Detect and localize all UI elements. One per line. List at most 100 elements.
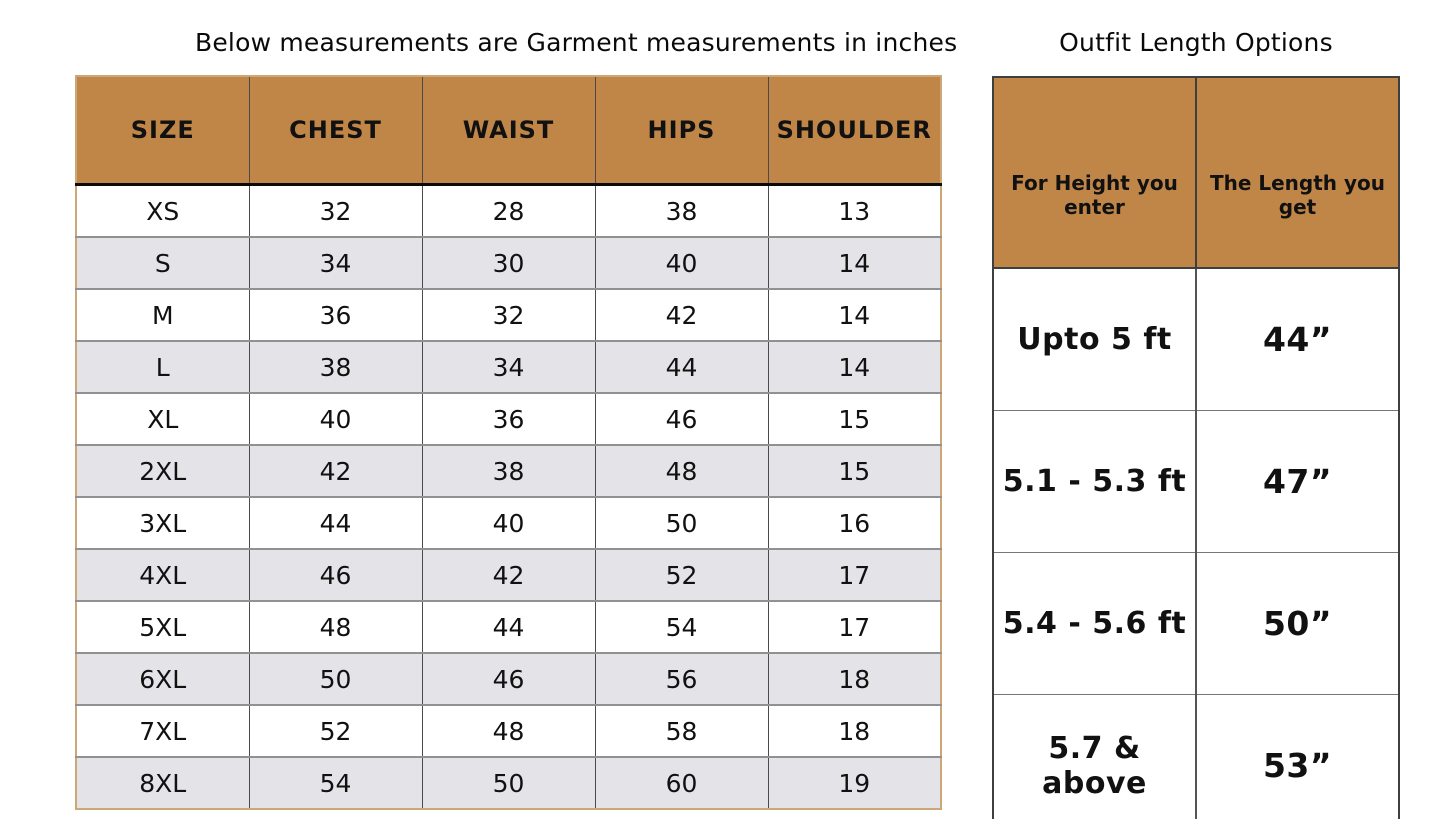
table-cell: 17	[767, 600, 941, 653]
table-cell: 34	[421, 340, 595, 393]
table-cell: 38	[421, 444, 595, 497]
table-cell: 44	[248, 496, 422, 549]
table-cell: 50”	[1195, 552, 1399, 695]
table-row: 4XL 46 42 52 17	[76, 548, 941, 601]
table-row: 7XL 52 48 58 18	[76, 704, 941, 757]
table-cell: 16	[767, 496, 941, 549]
table-row: 5.7 & above 53”	[993, 694, 1399, 819]
table-cell: S	[76, 236, 249, 289]
table-cell: XL	[76, 392, 249, 445]
table-cell: 44	[421, 600, 595, 653]
table-cell: 54	[248, 756, 422, 809]
table-cell: 36	[248, 288, 422, 341]
table-cell: 38	[594, 183, 768, 237]
table-row: M 36 32 42 14	[76, 288, 941, 341]
table-cell: 38	[248, 340, 422, 393]
table-cell: 40	[248, 392, 422, 445]
table-cell: 44”	[1195, 267, 1399, 411]
table-row: 5XL 48 44 54 17	[76, 600, 941, 653]
table-row: 5.4 - 5.6 ft 50”	[993, 552, 1399, 695]
table-cell: 5.4 - 5.6 ft	[993, 552, 1196, 695]
table-cell: 34	[248, 236, 422, 289]
table-cell: 2XL	[76, 444, 249, 497]
table-cell: 58	[594, 704, 768, 757]
table-row: 6XL 50 46 56 18	[76, 652, 941, 705]
table-row: S 34 30 40 14	[76, 236, 941, 289]
column-header-height: For Height you enter	[993, 77, 1196, 269]
garment-table-header: SIZE CHEST WAIST HIPS SHOULDER	[76, 76, 941, 186]
table-cell: 40	[594, 236, 768, 289]
table-cell: 42	[594, 288, 768, 341]
column-header-size: SIZE	[76, 76, 249, 186]
table-cell: 47”	[1195, 410, 1399, 553]
table-cell: 14	[767, 340, 941, 393]
outfit-length-table-title: Outfit Length Options	[1059, 28, 1333, 57]
table-cell: 60	[594, 756, 768, 809]
column-header-hips: HIPS	[594, 76, 768, 186]
header-row: For Height you enter The Length you get	[993, 77, 1399, 269]
garment-table-title: Below measurements are Garment measureme…	[195, 28, 958, 57]
table-cell: 18	[767, 652, 941, 705]
table-cell: 52	[248, 704, 422, 757]
table-cell: 32	[248, 183, 422, 237]
table-cell: 5.1 - 5.3 ft	[993, 410, 1196, 553]
table-cell: 44	[594, 340, 768, 393]
table-cell: L	[76, 340, 249, 393]
table-row: L 38 34 44 14	[76, 340, 941, 393]
table-cell: 32	[421, 288, 595, 341]
table-cell: 28	[421, 183, 595, 237]
outfit-table-body: Upto 5 ft 44” 5.1 - 5.3 ft 47” 5.4 - 5.6 ft 5…	[993, 267, 1399, 819]
outfit-table-header: For Height you enter The Length you get	[993, 77, 1399, 269]
table-cell: XS	[76, 183, 249, 237]
table-cell: 48	[594, 444, 768, 497]
table-cell: 17	[767, 548, 941, 601]
table-cell: 14	[767, 236, 941, 289]
column-header-length: The Length you get	[1195, 77, 1399, 269]
table-cell: M	[76, 288, 249, 341]
table-row: Upto 5 ft 44”	[993, 267, 1399, 411]
table-cell: 42	[248, 444, 422, 497]
table-cell: 8XL	[76, 756, 249, 809]
table-cell: 40	[421, 496, 595, 549]
table-cell: 15	[767, 444, 941, 497]
table-row: 5.1 - 5.3 ft 47”	[993, 410, 1399, 553]
table-row: 2XL 42 38 48 15	[76, 444, 941, 497]
table-cell: 7XL	[76, 704, 249, 757]
header-row: SIZE CHEST WAIST HIPS SHOULDER	[76, 76, 941, 186]
table-cell: 56	[594, 652, 768, 705]
table-cell: 46	[421, 652, 595, 705]
table-cell: 36	[421, 392, 595, 445]
table-cell: 46	[248, 548, 422, 601]
table-cell: 18	[767, 704, 941, 757]
table-cell: 54	[594, 600, 768, 653]
outfit-length-table: For Height you enter The Length you get …	[992, 76, 1400, 819]
table-cell: 50	[594, 496, 768, 549]
table-cell: 50	[421, 756, 595, 809]
table-cell: 5.7 & above	[993, 694, 1196, 819]
table-row: 8XL 54 50 60 19	[76, 756, 941, 809]
column-header-chest: CHEST	[248, 76, 422, 186]
table-cell: 6XL	[76, 652, 249, 705]
table-cell: 52	[594, 548, 768, 601]
table-cell: 13	[767, 183, 941, 237]
column-header-shoulder: SHOULDER	[767, 76, 941, 186]
table-cell: 5XL	[76, 600, 249, 653]
garment-table-body: XS 32 28 38 13 S 34 30 40 14 M 36 32 42 14 L 38 34 44 14 XL 4…	[76, 183, 941, 809]
garment-measurements-table: SIZE CHEST WAIST HIPS SHOULDER XS 32 28 38 1…	[75, 75, 942, 810]
table-cell: 3XL	[76, 496, 249, 549]
table-row: XL 40 36 46 15	[76, 392, 941, 445]
table-cell: 4XL	[76, 548, 249, 601]
table-cell: 42	[421, 548, 595, 601]
table-cell: 50	[248, 652, 422, 705]
table-row: XS 32 28 38 13	[76, 183, 941, 237]
table-cell: Upto 5 ft	[993, 267, 1196, 411]
table-cell: 48	[248, 600, 422, 653]
table-cell: 46	[594, 392, 768, 445]
table-cell: 53”	[1195, 694, 1399, 819]
table-cell: 30	[421, 236, 595, 289]
column-header-waist: WAIST	[421, 76, 595, 186]
table-row: 3XL 44 40 50 16	[76, 496, 941, 549]
table-cell: 48	[421, 704, 595, 757]
table-cell: 15	[767, 392, 941, 445]
